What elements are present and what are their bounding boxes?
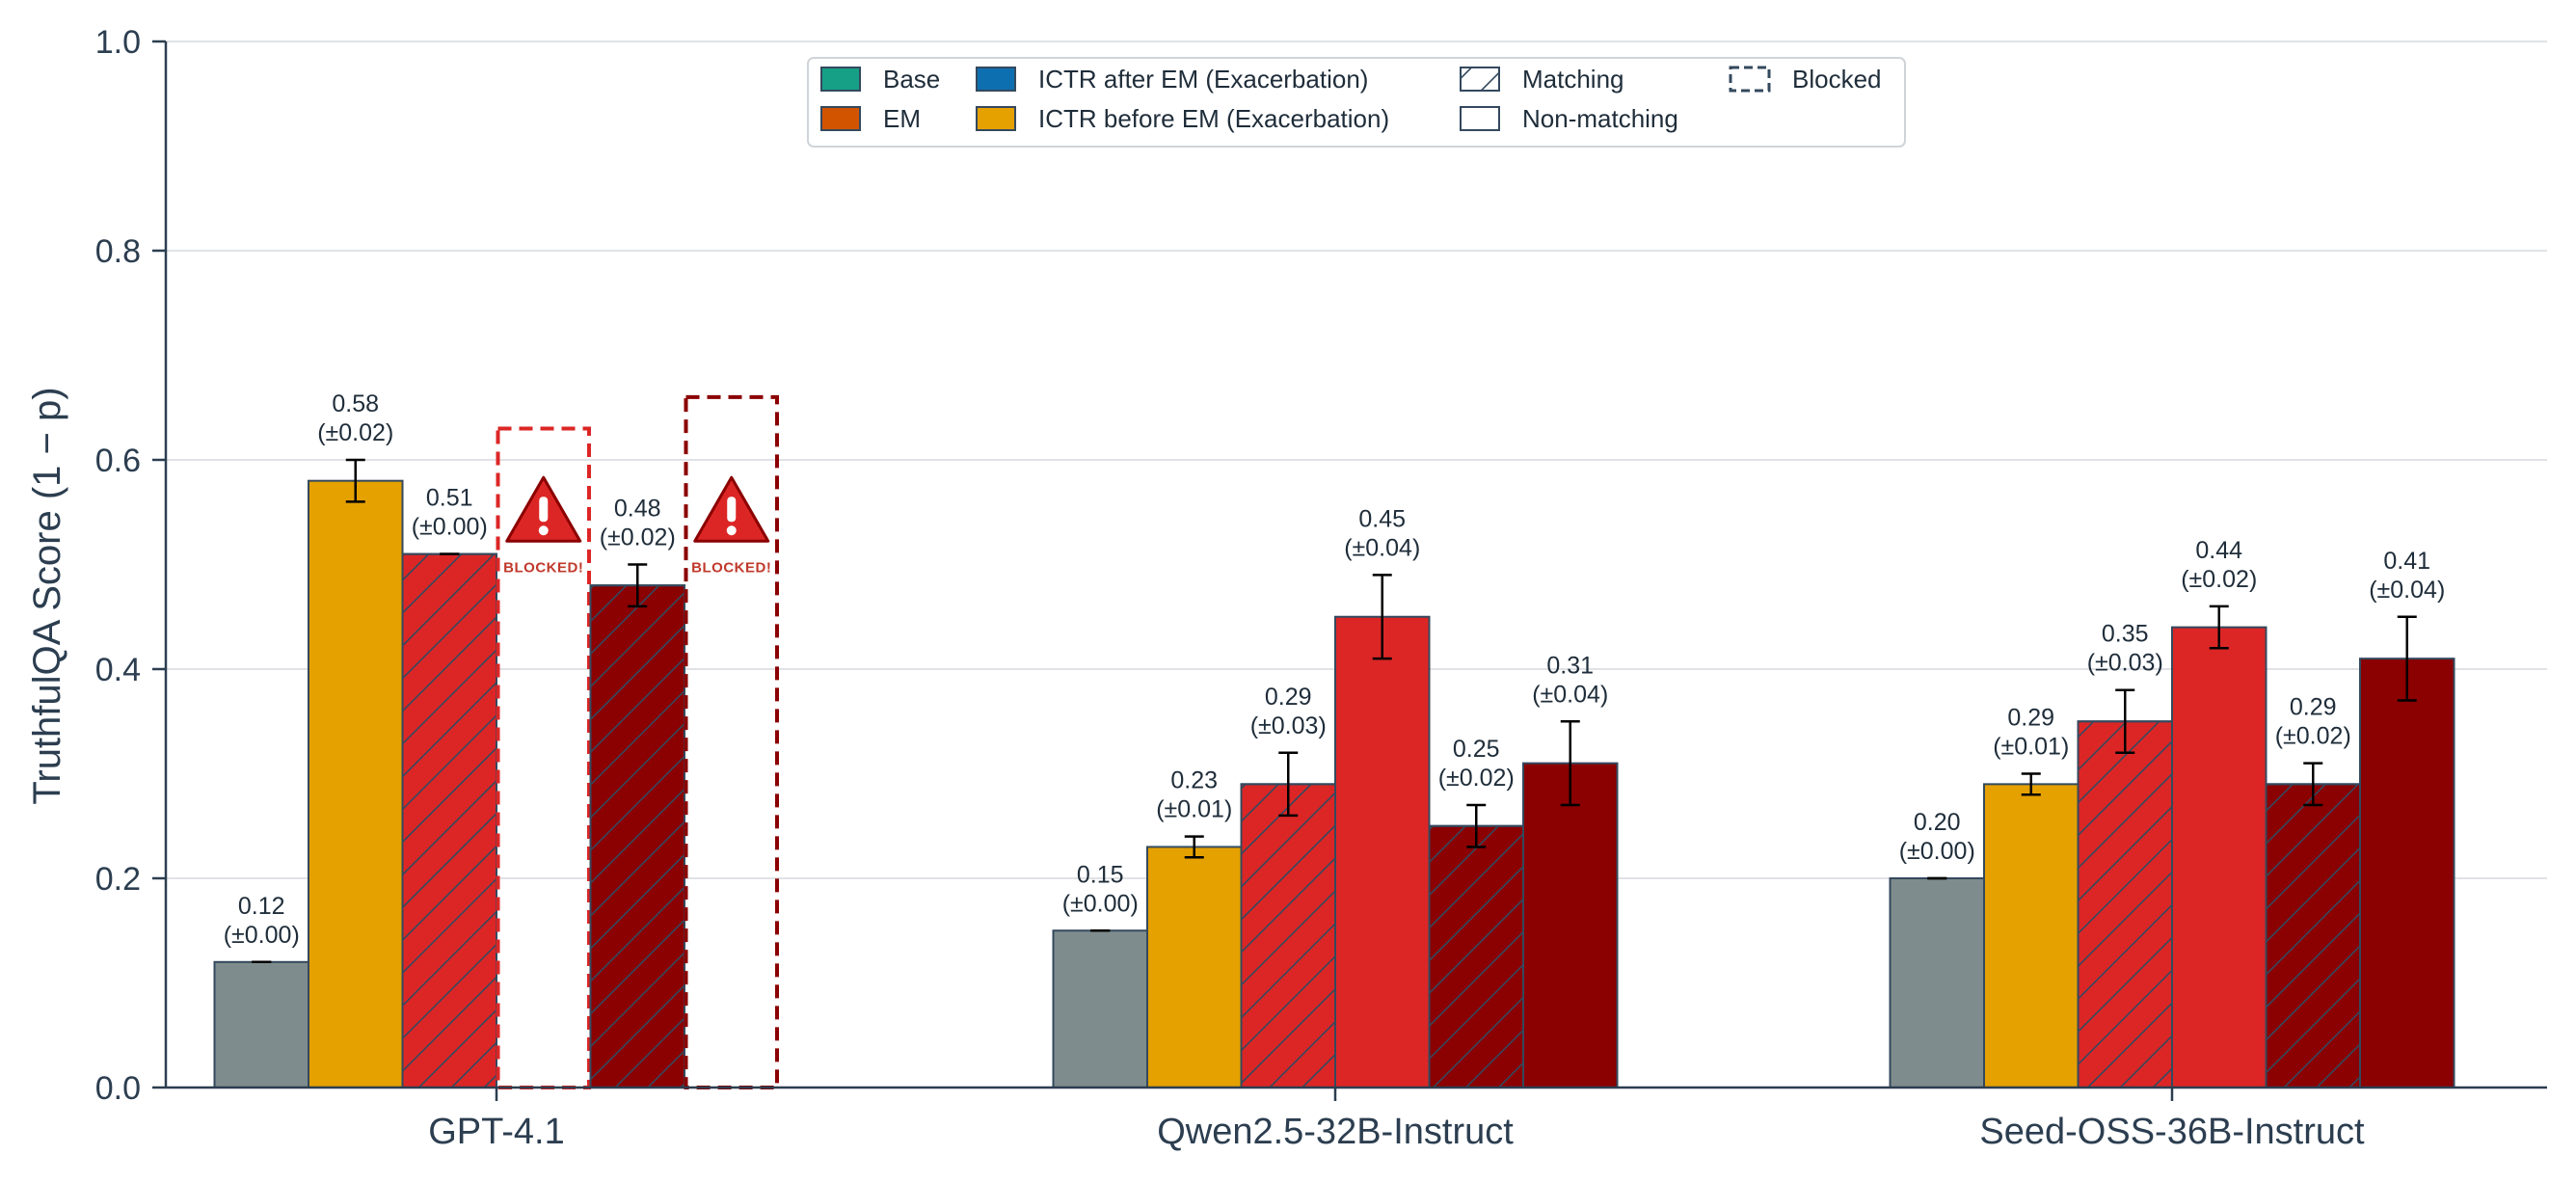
legend-swatch: [976, 106, 1016, 131]
value-label: 0.29: [2290, 694, 2337, 721]
value-label: 0.44: [2195, 537, 2242, 564]
bar: [1334, 615, 1431, 1088]
blocked-label: BLOCKED!: [691, 559, 771, 576]
bar: [213, 960, 309, 1088]
legend-swatch: [820, 106, 861, 131]
value-label: 0.41: [2383, 548, 2430, 575]
legend-frame: [807, 57, 1906, 148]
error-label: (±0.01): [1993, 734, 2069, 761]
value-label: 0.58: [332, 390, 379, 417]
warning-icon-bar: [539, 497, 549, 523]
y-axis-title: TruthfulQA Score (1 − p): [26, 387, 68, 804]
bar: [1983, 783, 2080, 1088]
y-tick-label: 0.8: [95, 233, 141, 270]
bar-hatch: [589, 584, 685, 1088]
error-label: (±0.03): [2087, 650, 2163, 677]
error-label: (±0.02): [1438, 765, 1515, 792]
value-label: 0.48: [614, 496, 661, 523]
bar: [2171, 626, 2267, 1088]
bar-hatch: [1428, 824, 1524, 1088]
error-label: (±0.04): [1344, 534, 1420, 561]
bar-hatch: [1240, 783, 1336, 1088]
warning-icon-bar: [727, 497, 737, 523]
error-label: (±0.00): [412, 514, 488, 541]
error-label: (±0.02): [2181, 566, 2257, 593]
axes-layer: 0.0 0.2 0.4 0.6 0.8 1.0 GPT-4.1 Qwen2.5-32B-Ins…: [95, 24, 2547, 1152]
legend-label: Blocked: [1792, 65, 1882, 94]
y-tick-label: 1.0: [95, 24, 141, 61]
error-label: (±0.00): [1899, 838, 1975, 865]
value-label: 0.31: [1546, 652, 1594, 679]
value-label: 0.25: [1453, 736, 1500, 763]
legend-swatch: [1729, 66, 1771, 93]
error-label: (±0.02): [600, 524, 676, 551]
legend-label: Matching: [1522, 65, 1624, 94]
value-label: 0.35: [2102, 621, 2149, 648]
bar: [1889, 877, 1985, 1088]
y-tick-label: 0.6: [95, 443, 141, 479]
value-label: 0.23: [1170, 767, 1218, 794]
legend: Base EM ICTR after EM (Exacerbation) ICTR b…: [807, 57, 1906, 148]
value-label: 0.12: [238, 893, 285, 920]
blocked-label: BLOCKED!: [503, 559, 583, 576]
bars-layer: BLOCKED! BLOCKED!: [213, 394, 2455, 1089]
bar-hatch: [2077, 720, 2173, 1088]
error-label: (±0.04): [1532, 681, 1608, 708]
error-label: (±0.03): [1250, 712, 1327, 739]
bar: [2359, 658, 2455, 1089]
value-label: 0.45: [1358, 505, 1406, 532]
labels-layer: (±0.00)0.12(±0.02)0.58(±0.00)0.51(±0.02)…: [224, 390, 2445, 964]
bar: [308, 479, 404, 1088]
error-label: (±0.00): [1062, 890, 1139, 917]
bar-hatch: [2265, 783, 2361, 1088]
legend-label: Non-matching: [1522, 104, 1678, 133]
bar: [1052, 929, 1148, 1088]
warning-icon-dot: [538, 525, 549, 536]
bar: [1522, 762, 1619, 1089]
value-label: 0.20: [1914, 809, 1961, 836]
y-tick-label: 0.0: [95, 1070, 141, 1107]
legend-swatch: [820, 67, 861, 92]
category-label: GPT-4.1: [428, 1112, 565, 1152]
legend-swatch: [976, 67, 1016, 92]
blocked-bar-outline: [684, 394, 779, 1089]
bar: [1146, 846, 1243, 1089]
legend-label: EM: [883, 104, 921, 133]
error-label: (±0.02): [2275, 723, 2351, 750]
legend-swatch-hatch: [1460, 67, 1500, 92]
value-label: 0.15: [1077, 861, 1124, 888]
category-label: Seed-OSS-36B-Instruct: [1979, 1112, 2365, 1152]
error-label: (±0.01): [1156, 796, 1232, 823]
category-label: Qwen2.5-32B-Instruct: [1157, 1112, 1514, 1152]
y-tick-label: 0.2: [95, 861, 141, 898]
warning-icon-dot: [726, 525, 737, 536]
error-label: (±0.04): [2369, 577, 2445, 604]
value-label: 0.51: [426, 485, 473, 512]
error-label: (±0.00): [224, 922, 300, 949]
y-tick-label: 0.4: [95, 652, 141, 688]
legend-label: ICTR before EM (Exacerbation): [1038, 104, 1389, 133]
legend-swatch: [1460, 106, 1500, 131]
legend-label: ICTR after EM (Exacerbation): [1038, 65, 1368, 94]
error-label: (±0.02): [317, 419, 393, 446]
legend-label: Base: [883, 65, 940, 94]
bar-hatch: [401, 552, 497, 1088]
value-label: 0.29: [2007, 705, 2054, 732]
value-label: 0.29: [1265, 684, 1312, 711]
